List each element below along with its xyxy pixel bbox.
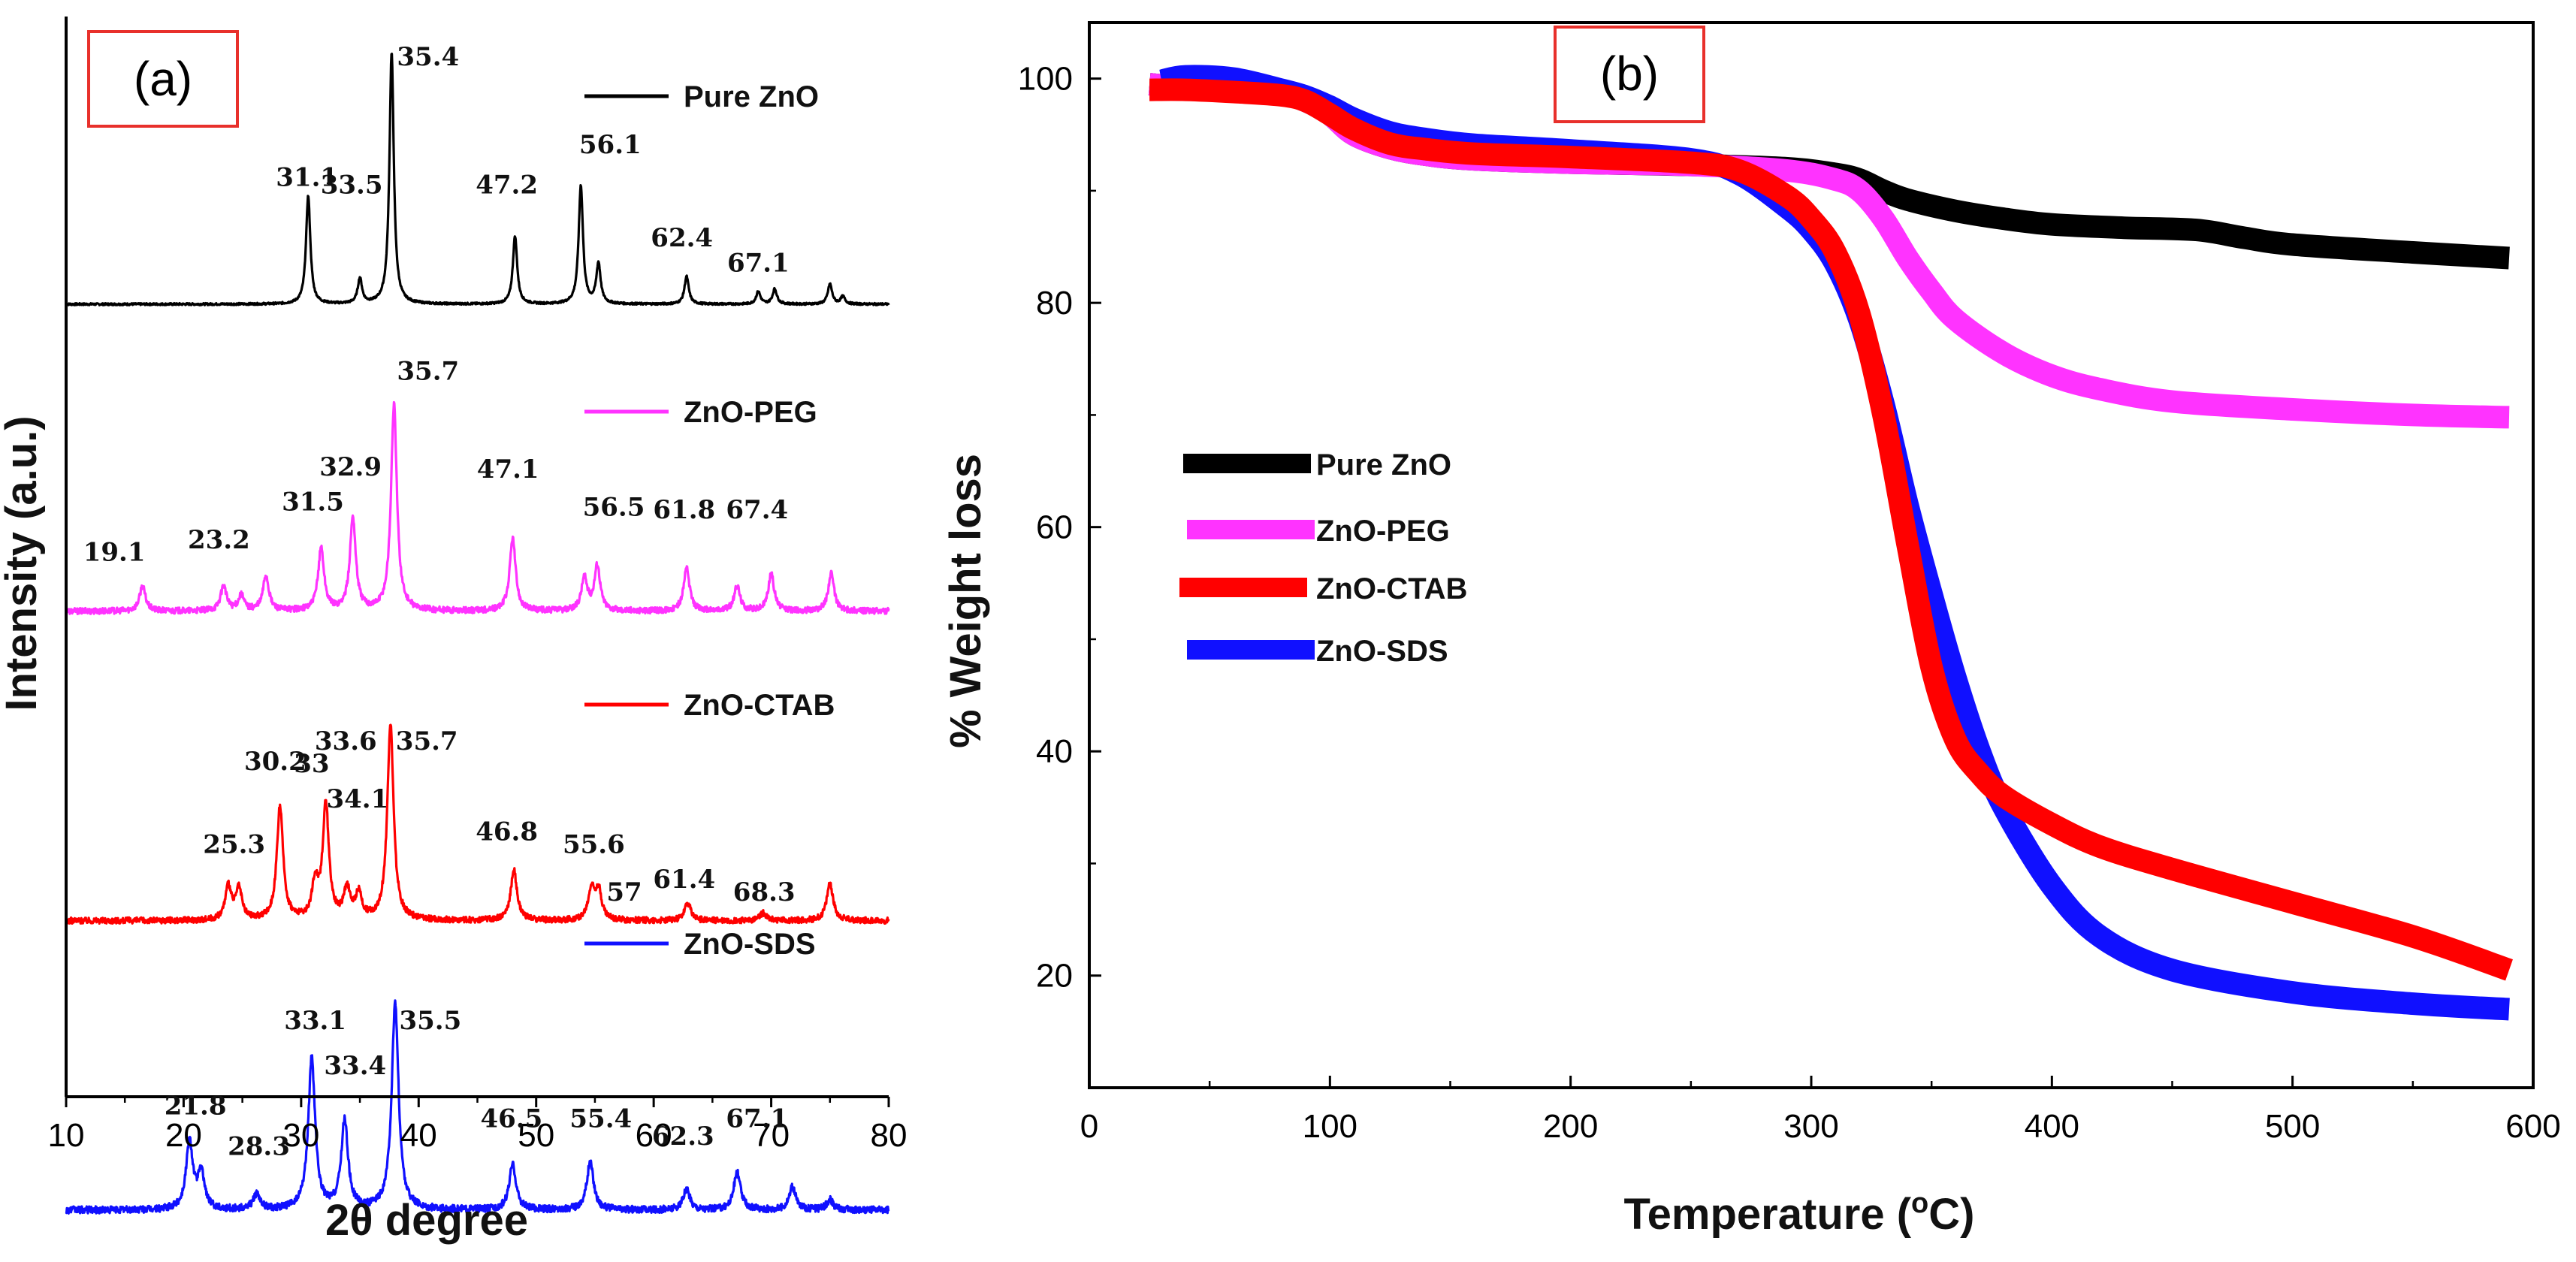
xrd-peak-label: 67.4 [726, 495, 788, 525]
xrd-peak-label: 33.4 [324, 1051, 386, 1081]
tga-legend-label: ZnO-CTAB [1316, 572, 1467, 605]
xrd-peak-label: 32.9 [319, 452, 382, 482]
xrd-series-pure-zno [65, 53, 890, 306]
xrd-peak-label: 35.4 [397, 42, 459, 72]
panel-b-label-box [1554, 26, 1705, 123]
xrd-peak-label: 35.7 [396, 726, 458, 756]
xrd-x-tick-label: 20 [165, 1117, 202, 1154]
tga-legend-label: ZnO-PEG [1316, 515, 1450, 548]
tga-series-zno-ctab [1149, 78, 2513, 981]
xrd-legend-label: ZnO-SDS [684, 928, 816, 961]
xrd-x-tick-label: 60 [636, 1117, 672, 1154]
tga-legend: Pure ZnO ZnO-PEG ZnO-CTAB ZnO-SDS [1179, 448, 1467, 668]
xrd-peak-label: 62.3 [652, 1122, 714, 1152]
xrd-series-zno-sds [65, 999, 890, 1215]
xrd-peak-label: 31.5 [282, 488, 344, 518]
tga-y-tick-label: 20 [1036, 958, 1073, 995]
tga-plot-area [1148, 65, 2513, 1021]
xrd-peak-label: 25.3 [203, 829, 265, 859]
xrd-peak-label: 23.2 [188, 525, 250, 555]
tga-x-tick-label: 0 [1080, 1108, 1098, 1145]
xrd-peak-label: 34.1 [326, 784, 388, 814]
xrd-x-tick-label: 80 [871, 1117, 907, 1154]
tga-y-ticks: 20 40 60 80 100 [1018, 61, 1101, 995]
tga-y-axis-title: % Weight loss [941, 454, 990, 748]
xrd-peak-label: 57 [606, 877, 642, 907]
xrd-peak-label: 67.1 [727, 248, 790, 278]
xrd-x-ticks: 10 20 30 40 50 60 70 80 [48, 1097, 907, 1154]
xrd-peak-label: 56.5 [583, 492, 645, 522]
xrd-peak-label: 68.3 [733, 877, 796, 907]
xrd-legend: Pure ZnO ZnO-PEG ZnO-CTAB ZnO-SDS [584, 80, 835, 961]
xrd-series-zno-peg [65, 400, 890, 615]
xrd-y-axis-title: Intensity (a.u.) [0, 415, 46, 711]
xrd-legend-label: Pure ZnO [684, 80, 819, 113]
tga-legend-label: Pure ZnO [1316, 448, 1451, 482]
xrd-peak-labels: 31.133.5 35.4 47.2 56.1 62.4 67.1 19.1 23.2 31.5… [83, 42, 796, 1162]
tga-x-tick-label: 600 [2505, 1108, 2560, 1145]
panel-b-label: (b) [1600, 47, 1659, 101]
xrd-peak-label: 61.8 [653, 495, 715, 525]
xrd-x-tick-label: 40 [400, 1117, 437, 1154]
tga-y-tick-label: 80 [1036, 285, 1073, 322]
xrd-peak-label: 21.8 [165, 1091, 227, 1122]
xrd-peak-label: 62.4 [651, 223, 713, 253]
tga-x-ticks: 0 100 200 300 400 500 600 [1080, 1076, 2561, 1145]
tga-x-tick-label: 300 [1783, 1108, 1838, 1145]
xrd-plot-area [65, 53, 890, 1215]
tga-panel: 0 100 200 300 400 500 600 20 40 60 80 100 Pure ZnO… [941, 21, 2561, 1239]
xrd-peak-label: 55.4 [569, 1104, 632, 1134]
xrd-peak-label: 31.1 [276, 163, 338, 193]
xrd-x-tick-label: 30 [282, 1117, 319, 1154]
xrd-x-axis-title: 2θ degree [325, 1196, 528, 1245]
tga-x-tick-label: 200 [1543, 1108, 1598, 1145]
tga-y-tick-label: 100 [1018, 61, 1073, 98]
xrd-x-tick-label: 50 [518, 1117, 554, 1154]
xrd-peak-label: 61.4 [653, 865, 715, 895]
xrd-peak-label: 19.1 [83, 538, 146, 568]
tga-x-tick-label: 100 [1303, 1108, 1357, 1145]
xrd-peak-label: 47.1 [477, 454, 539, 485]
xrd-peak-label: 46.8 [476, 817, 538, 847]
xrd-series-zno-ctab [65, 723, 890, 925]
xrd-peak-label: 33.6 [315, 726, 377, 756]
xrd-peak-label: 55.6 [563, 829, 625, 859]
xrd-peak-label: 47.2 [476, 171, 538, 201]
tga-x-tick-label: 400 [2025, 1108, 2079, 1145]
tga-y-tick-label: 60 [1036, 509, 1073, 546]
tga-legend-label: ZnO-SDS [1316, 635, 1448, 668]
xrd-peak-label: 33 [294, 749, 329, 779]
xrd-peak-label: 33.1 [284, 1006, 346, 1036]
xrd-peak-label: 46.5 [480, 1104, 542, 1134]
xrd-peak-label: 33.5 [321, 171, 383, 201]
panel-a-label: (a) [134, 52, 192, 106]
panel-a-label-box [87, 30, 239, 128]
tga-y-tick-label: 40 [1036, 733, 1073, 770]
xrd-x-tick-label: 70 [753, 1117, 790, 1154]
tga-x-axis-title: Temperature (oC) [1624, 1188, 1975, 1239]
xrd-x-tick-label: 10 [48, 1117, 85, 1154]
xrd-legend-label: ZnO-CTAB [684, 689, 835, 722]
xrd-peak-label: 67.1 [726, 1104, 788, 1134]
xrd-peak-label: 35.5 [399, 1006, 461, 1036]
xrd-legend-label: ZnO-PEG [684, 396, 817, 429]
xrd-peak-label: 35.7 [397, 357, 459, 387]
xrd-peak-label: 28.3 [228, 1131, 290, 1161]
tga-x-tick-label: 500 [2265, 1108, 2320, 1145]
xrd-peak-label: 30.2 [244, 747, 307, 777]
xrd-panel: 10 20 30 40 50 60 70 80 31.133.5 35.4 47.2 56.1 62.… [0, 17, 907, 1245]
xrd-peak-label: 56.1 [579, 130, 642, 160]
